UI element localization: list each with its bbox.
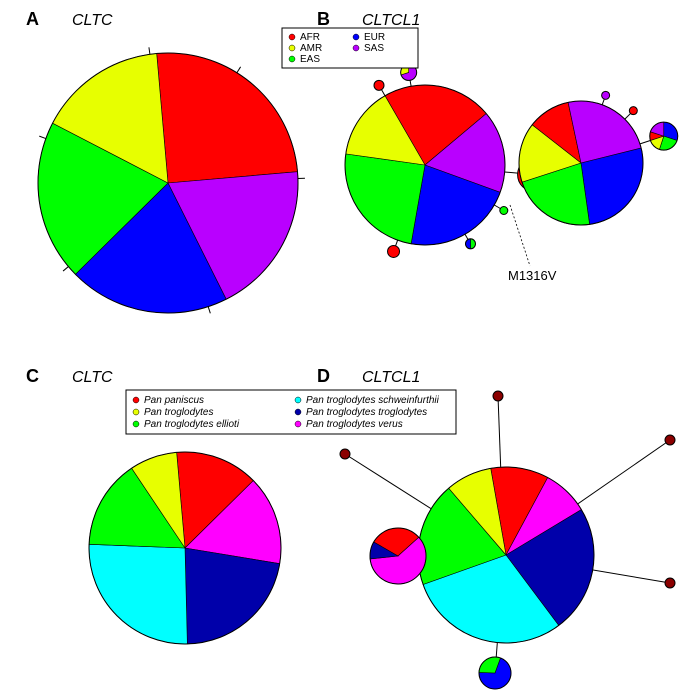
pie-slice: [493, 391, 503, 401]
panel-title: CLTCL1: [362, 12, 420, 29]
pie: [493, 391, 503, 401]
pie-slice: [665, 435, 675, 445]
pie-slice: [665, 578, 675, 588]
panel-title: CLTCL1: [362, 369, 420, 386]
legend-marker: [295, 421, 301, 427]
panel-label: C: [26, 366, 39, 386]
pie: [374, 80, 384, 90]
pie-slice: [374, 80, 384, 90]
panel-label: A: [26, 9, 39, 29]
pie-slice: [388, 245, 400, 257]
pie: [665, 435, 675, 445]
panel-label: B: [317, 9, 330, 29]
pie: [370, 528, 426, 584]
pie-slice: [500, 207, 508, 215]
legend: AFRAMREAS EURSAS: [282, 28, 418, 68]
legend-label: Pan troglodytes ellioti: [144, 419, 240, 430]
pie: [340, 449, 350, 459]
pie-slice: [340, 449, 350, 459]
legend-marker: [133, 397, 139, 403]
panel-title: CLTC: [72, 12, 113, 29]
legend-marker: [353, 34, 359, 40]
legend-label: AMR: [300, 43, 322, 54]
pie: [650, 122, 678, 150]
pie-slice: [629, 107, 637, 115]
legend-marker: [133, 421, 139, 427]
pie: [602, 91, 610, 99]
legend-marker: [295, 409, 301, 415]
legend-label: Pan troglodytes schweinfurthii: [306, 395, 440, 406]
legend: Pan paniscusPan troglodytesPan troglodyt…: [126, 390, 456, 434]
pie: [466, 239, 476, 249]
legend-label: Pan troglodytes troglodytes: [306, 407, 427, 418]
legend-marker: [353, 45, 359, 51]
pie: [388, 245, 400, 257]
pie: [665, 578, 675, 588]
legend-label: EUR: [364, 32, 385, 43]
figure-svg: A CLTC B CLTCL1 M1316V C CLTC D CLTCL1 AFRAMREAS E…: [0, 0, 700, 695]
legend-label: Pan paniscus: [144, 395, 204, 406]
legend-marker: [289, 56, 295, 62]
legend-label: Pan troglodytes: [144, 407, 214, 418]
legend-label: AFR: [300, 32, 320, 43]
pie: [629, 107, 637, 115]
pie: [500, 207, 508, 215]
pie: [479, 657, 511, 689]
legend-label: SAS: [364, 43, 384, 54]
annotation-text: M1316V: [508, 268, 557, 283]
legend-marker: [289, 34, 295, 40]
pie: [89, 452, 281, 644]
panel-label: D: [317, 366, 330, 386]
legend-marker: [289, 45, 295, 51]
legend-label: Pan troglodytes verus: [306, 419, 403, 430]
legend-marker: [133, 409, 139, 415]
legend-marker: [295, 397, 301, 403]
pie: [418, 467, 594, 643]
pie-slice: [602, 91, 610, 99]
legend-label: EAS: [300, 54, 320, 65]
panel-title: CLTC: [72, 369, 113, 386]
